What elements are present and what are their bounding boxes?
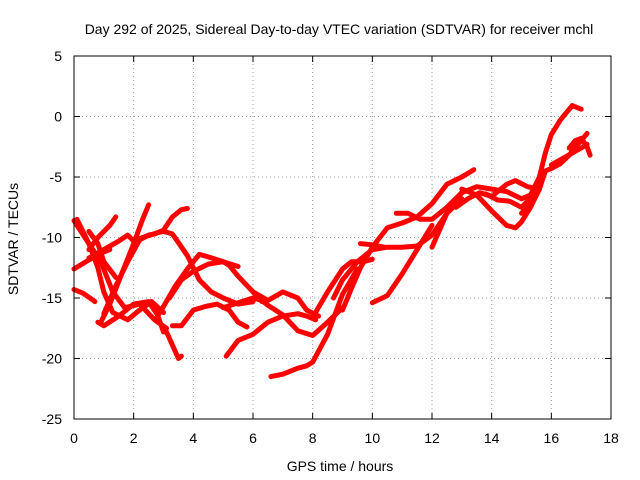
y-axis-label: SDTVAR / TECUs [5,183,21,295]
x-tick-label: 2 [130,430,138,446]
x-tick-label: 4 [189,430,197,446]
series-line-sat-26 [459,186,542,231]
series-line-sat-23 [393,190,465,222]
series-line-sat-16 [250,289,322,319]
y-tick-label: -20 [42,351,62,367]
y-axis-ticks: 5 0 -5 -10 -15 -20 -25 [42,48,611,427]
series-line-sat-27 [483,103,584,210]
y-tick-label: -25 [42,411,62,427]
x-tick-label: 12 [424,430,440,446]
x-axis-label: GPS time / hours [287,458,394,474]
x-tick-label: 18 [603,430,619,446]
data-traces [71,103,593,380]
x-tick-label: 16 [544,430,560,446]
x-tick-label: 0 [70,430,78,446]
series-line-sat-20 [340,167,477,313]
series-line-sat-24 [429,184,533,250]
series-line-sat-6 [95,299,184,361]
x-tick-label: 8 [309,430,317,446]
series-line-sat-14 [223,311,319,359]
x-tick-label: 14 [484,430,500,446]
series-line-sat-21 [357,241,387,250]
series-line-sat-9 [86,228,256,307]
chart-title: Day 292 of 2025, Sidereal Day-to-day VTE… [85,21,594,37]
grid-lines [74,56,611,419]
y-tick-label: -5 [50,169,63,185]
series-line-sat-22 [369,222,435,306]
series-line-sat-10 [86,214,119,253]
y-tick-label: -15 [42,290,62,306]
series-line-sat-28 [519,130,590,216]
series-line-sat-2 [71,287,98,305]
x-tick-label: 10 [365,430,381,446]
y-tick-label: 5 [54,48,62,64]
series-line-sat-15 [220,295,345,338]
series-line-sat-30 [566,135,593,158]
series-line-sat-12 [167,259,265,305]
series-line-sat-13 [169,301,250,330]
series-line-sat-25 [453,178,542,210]
x-tick-label: 6 [249,430,257,446]
series-line-sat-17 [268,266,360,380]
y-tick-label: -10 [42,230,62,246]
y-tick-label: 0 [54,109,62,125]
x-axis-ticks: 0 2 4 6 8 10 12 14 16 18 [70,56,619,446]
